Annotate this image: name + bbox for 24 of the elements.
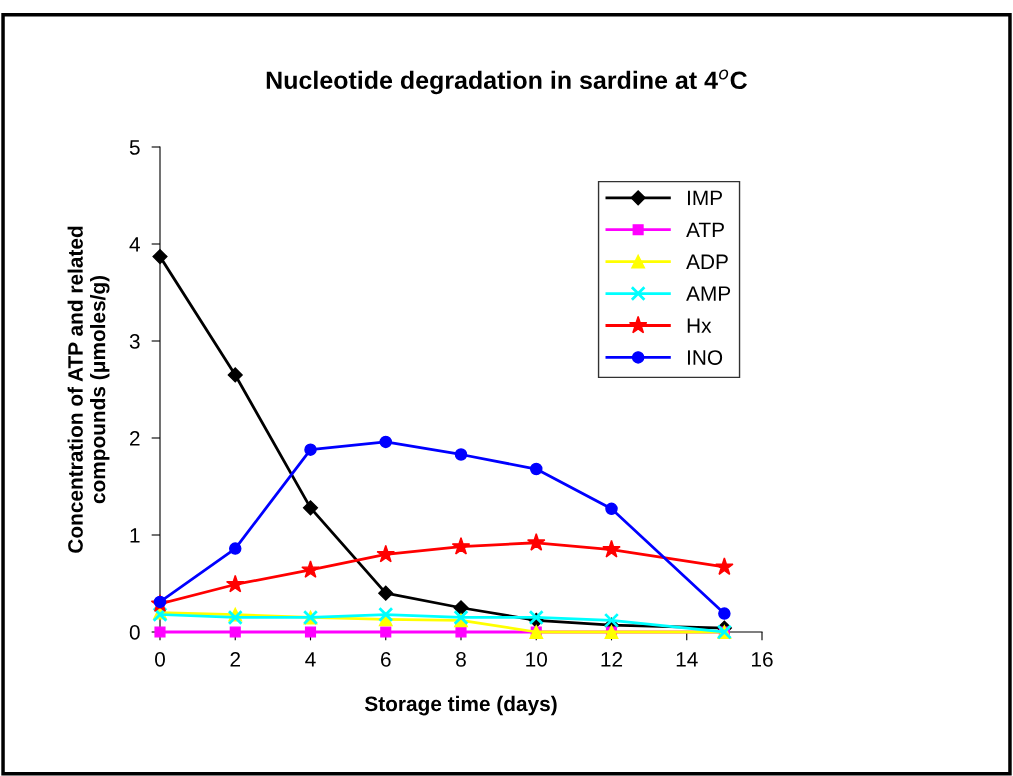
- x-tick-label: 14: [676, 652, 698, 667]
- x-axis-title: Storage time (days): [364, 695, 557, 716]
- x-tick-label: 16: [752, 651, 773, 667]
- y-tick-label: 2: [130, 431, 140, 446]
- legend-label: Hx: [687, 318, 712, 333]
- legend-label: AMP: [686, 286, 731, 301]
- legend-label: INO: [687, 350, 723, 365]
- x-tick-label: 2: [230, 651, 240, 667]
- y-tick-label: 0: [129, 625, 140, 640]
- x-tick-label: 6: [381, 651, 391, 667]
- y-tick-label: 4: [129, 237, 140, 252]
- legend-label: ATP: [686, 222, 724, 238]
- x-tick-label: 0: [155, 651, 165, 667]
- x-tick-label: 4: [305, 652, 316, 667]
- legend-label: ADP: [686, 254, 728, 269]
- y-tick-label: 1: [130, 528, 140, 543]
- chart-title: Nucleotide degradation in sardine at 4$^{o}$C: [266, 69, 747, 95]
- y-tick-label: 5: [129, 140, 140, 155]
- y-axis-title: Concentration of ATP and related compounds (μmoles/g): [67, 226, 110, 553]
- legend-label: IMP: [687, 190, 722, 206]
- x-tick-label: 8: [456, 651, 466, 667]
- x-tick-label: 10: [526, 651, 548, 667]
- x-tick-label: 12: [601, 651, 623, 667]
- y-tick-label: 3: [129, 334, 140, 349]
